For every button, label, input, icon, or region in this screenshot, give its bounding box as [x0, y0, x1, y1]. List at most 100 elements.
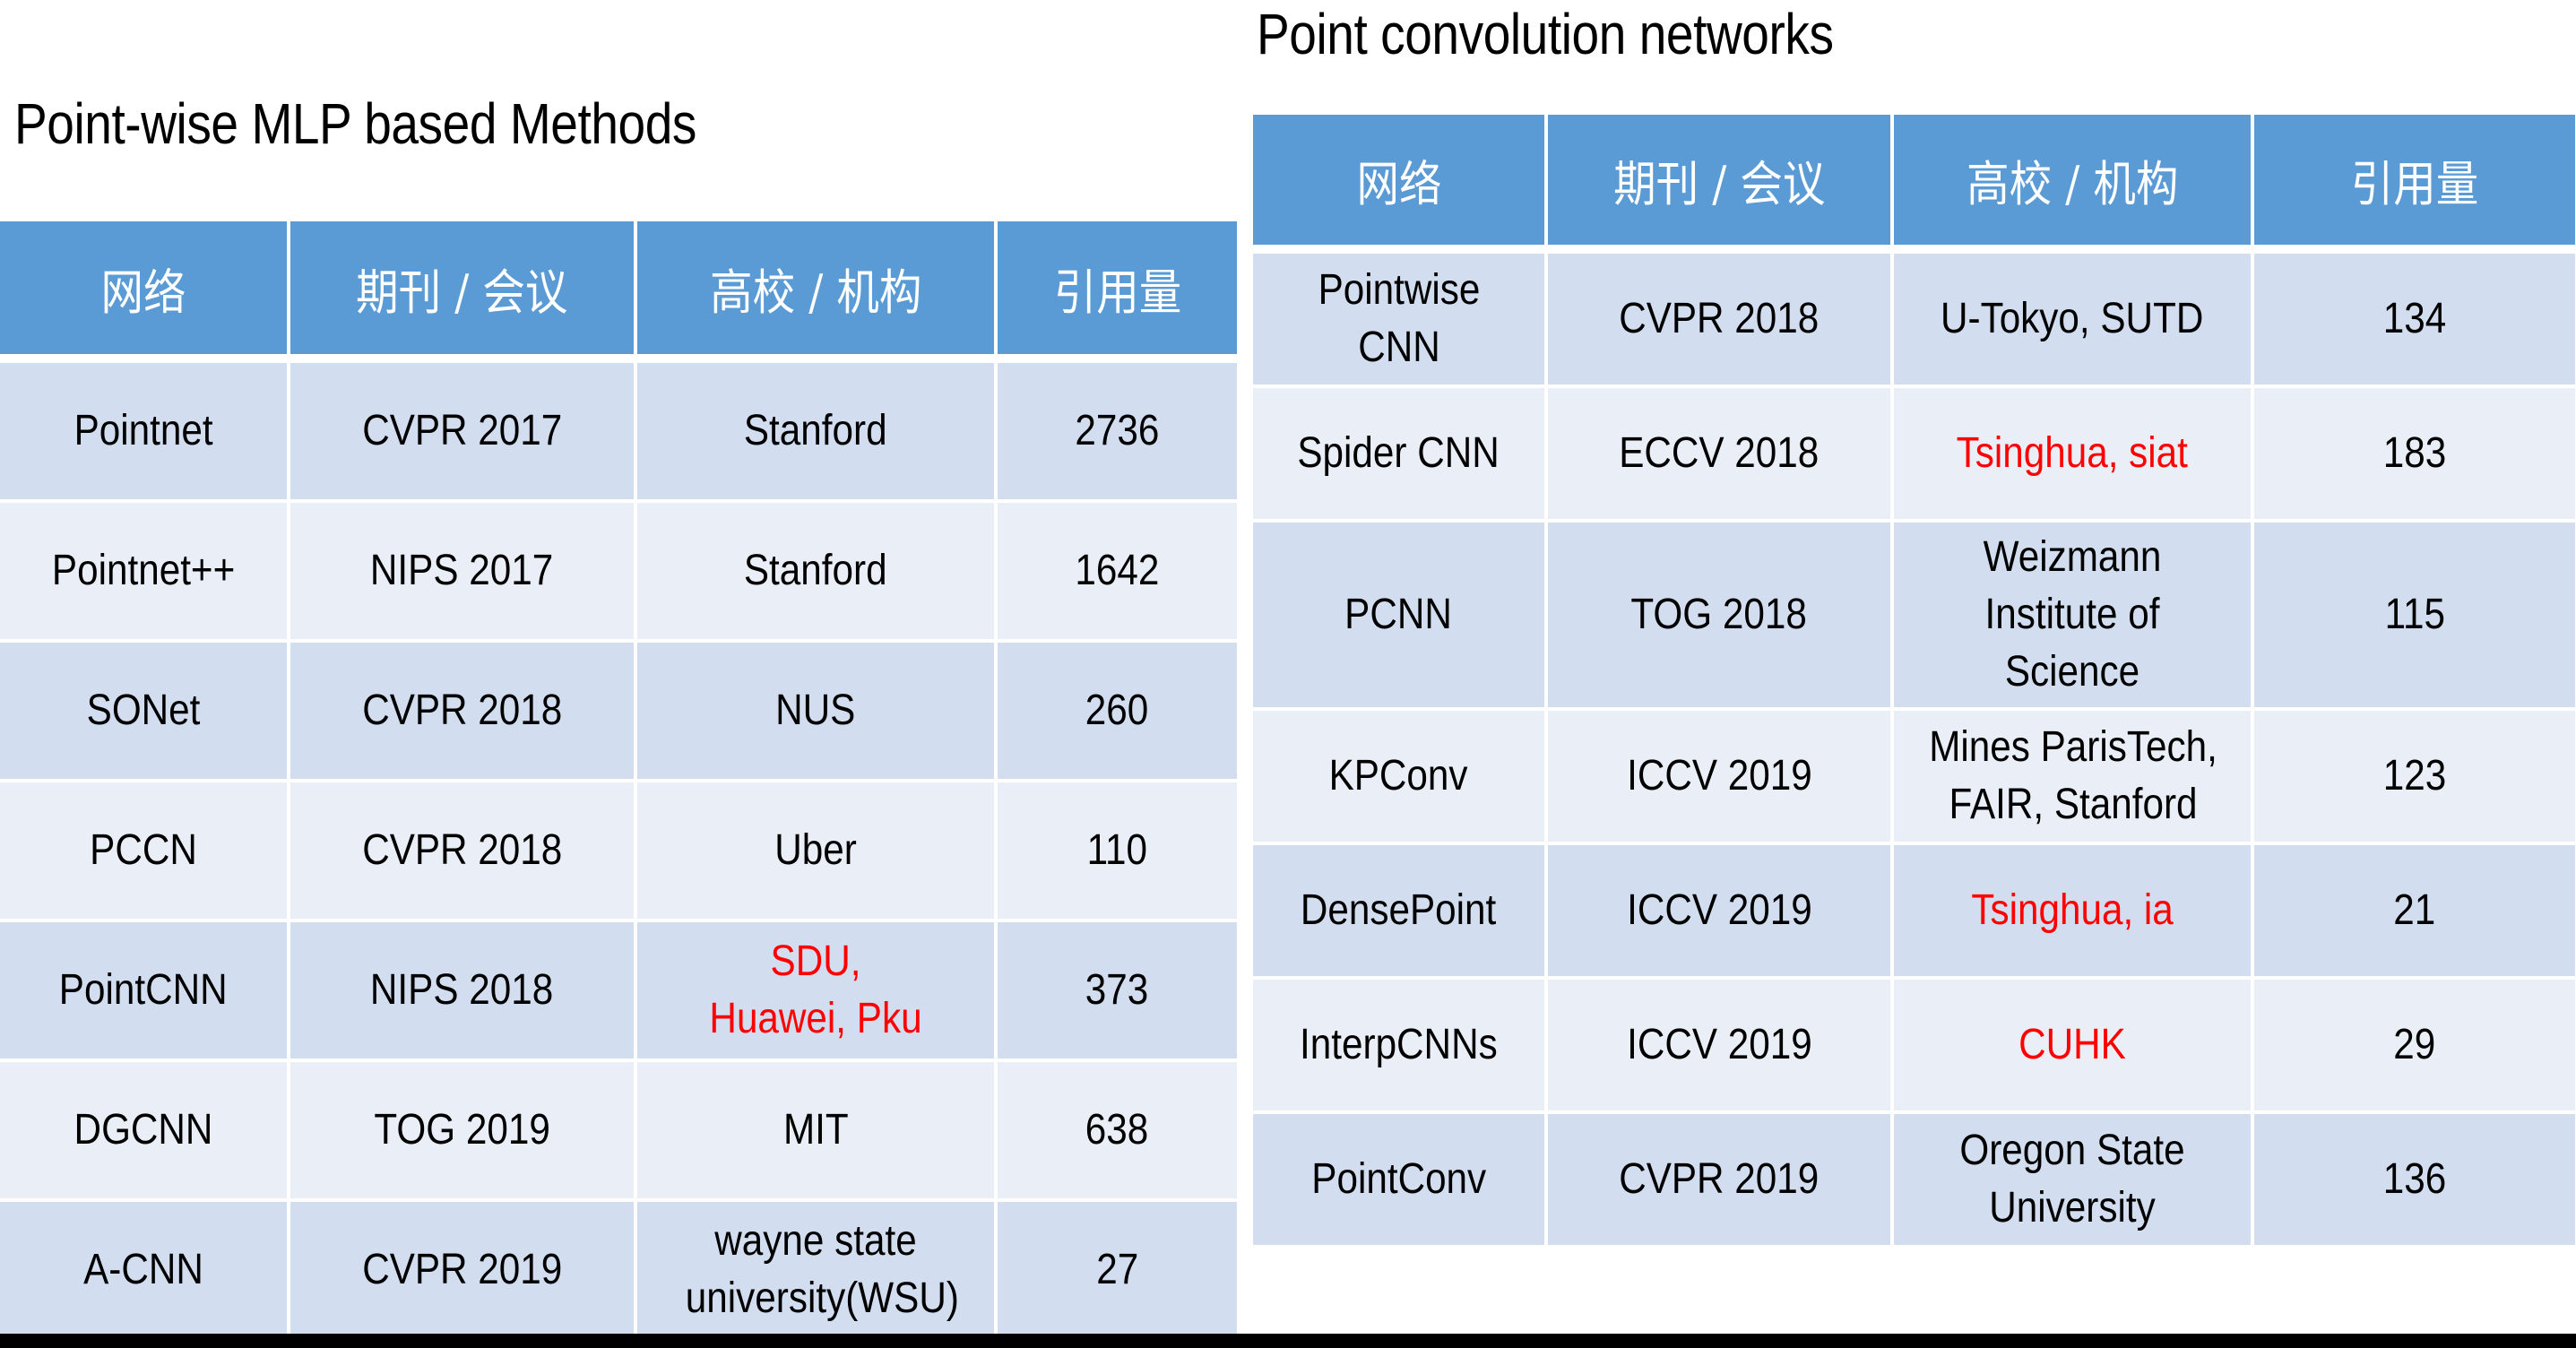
institution: wayne state university(WSU)	[685, 1217, 959, 1322]
cell-venue: CVPR 2019	[290, 1202, 637, 1342]
institution: NUS	[775, 687, 856, 734]
institution: Uber	[774, 826, 857, 874]
network-name: Pointwise CNN	[1318, 266, 1480, 371]
header-citations: 引用量	[2254, 115, 2575, 254]
cell-citations: 136	[2254, 1114, 2575, 1249]
table-row: PointConv CVPR 2019 Oregon State Univers…	[1253, 1114, 2575, 1249]
header-venue: 期刊 / 会议	[1548, 115, 1894, 254]
cell-network: SONet	[0, 643, 290, 782]
left-section-title: Point-wise MLP based Methods	[14, 91, 696, 156]
cell-citations: 260	[998, 643, 1237, 782]
cell-institution: NUS	[637, 643, 998, 782]
cell-network: Pointwise CNN	[1253, 254, 1548, 388]
bottom-black-bar	[0, 1334, 2576, 1348]
network-name: SONet	[86, 687, 201, 734]
venue: CVPR 2019	[1619, 1155, 1820, 1203]
citation-count: 638	[1085, 1106, 1149, 1154]
venue: NIPS 2017	[370, 547, 554, 594]
header-institution: 高校 / 机构	[1894, 115, 2254, 254]
cell-venue: TOG 2018	[1548, 523, 1894, 711]
network-name: DGCNN	[73, 1106, 213, 1154]
header-network: 网络	[1253, 115, 1548, 254]
citation-count: 115	[2384, 591, 2445, 638]
cell-institution: Stanford	[637, 363, 998, 503]
cell-institution: Uber	[637, 782, 998, 922]
header-network: 网络	[0, 221, 290, 363]
cell-venue: CVPR 2017	[290, 363, 637, 503]
institution: Stanford	[744, 547, 887, 594]
cell-institution: CUHK	[1894, 980, 2254, 1114]
table-row: InterpCNNs ICCV 2019 CUHK 29	[1253, 980, 2575, 1114]
cell-network: Pointnet	[0, 363, 290, 503]
right-section-title: Point convolution networks	[1257, 2, 1834, 66]
header-label: 期刊 / 会议	[356, 264, 568, 321]
citation-count: 134	[2382, 295, 2447, 342]
cell-venue: CVPR 2018	[290, 782, 637, 922]
cell-network: InterpCNNs	[1253, 980, 1548, 1114]
point-wise-mlp-table: 网络 期刊 / 会议 高校 / 机构 引用量 Pointnet CVPR 201…	[0, 221, 1237, 1342]
header-label: 网络	[100, 264, 186, 321]
citation-count: 1642	[1075, 547, 1160, 594]
cell-network: KPConv	[1253, 711, 1548, 845]
cell-network: PCCN	[0, 782, 290, 922]
cell-citations: 373	[998, 922, 1237, 1062]
network-name: KPConv	[1329, 752, 1468, 799]
cell-network: Pointnet++	[0, 503, 290, 643]
cell-network: A-CNN	[0, 1202, 290, 1342]
network-name: PointCNN	[59, 966, 228, 1014]
table-row: DGCNN TOG 2019 MIT 638	[0, 1062, 1237, 1202]
venue: TOG 2019	[374, 1106, 550, 1154]
citation-count: 183	[2382, 429, 2447, 477]
network-name: PCNN	[1344, 591, 1453, 638]
venue: CVPR 2019	[361, 1246, 563, 1293]
table-row: DensePoint ICCV 2019 Tsinghua, ia 21	[1253, 845, 2575, 980]
header-institution: 高校 / 机构	[637, 221, 998, 363]
institution: Weizmann Institute of Science	[1983, 533, 2162, 696]
cell-citations: 134	[2254, 254, 2575, 388]
table-row: Pointnet++ NIPS 2017 Stanford 1642	[0, 503, 1237, 643]
venue: ICCV 2019	[1626, 1021, 1812, 1068]
network-name: Spider CNN	[1297, 429, 1500, 477]
institution: Oregon State University	[1959, 1127, 2185, 1231]
cell-venue: NIPS 2017	[290, 503, 637, 643]
network-name: PCCN	[90, 826, 197, 874]
cell-citations: 115	[2254, 523, 2575, 711]
table-row: PointCNN NIPS 2018 SDU, Huawei, Pku 373	[0, 922, 1237, 1062]
venue: CVPR 2018	[361, 826, 563, 874]
cell-citations: 183	[2254, 388, 2575, 523]
cell-network: Spider CNN	[1253, 388, 1548, 523]
cell-venue: ICCV 2019	[1548, 845, 1894, 980]
venue: TOG 2018	[1630, 591, 1808, 638]
table-header-row: 网络 期刊 / 会议 高校 / 机构 引用量	[1253, 115, 2575, 254]
cell-venue: ECCV 2018	[1548, 388, 1894, 523]
venue: CVPR 2017	[361, 407, 563, 454]
header-label: 网络	[1355, 156, 1442, 212]
header-label: 高校 / 机构	[1966, 156, 2179, 212]
header-label: 引用量	[1053, 264, 1181, 321]
citation-count: 110	[1086, 826, 1148, 874]
table-row: PCCN CVPR 2018 Uber 110	[0, 782, 1237, 922]
cell-institution: MIT	[637, 1062, 998, 1202]
table-row: Pointwise CNN CVPR 2018 U-Tokyo, SUTD 13…	[1253, 254, 2575, 388]
citation-count: 373	[1085, 966, 1149, 1014]
citation-count: 29	[2393, 1021, 2436, 1068]
header-citations: 引用量	[998, 221, 1237, 363]
cell-citations: 1642	[998, 503, 1237, 643]
institution-highlighted: Tsinghua, siat	[1956, 429, 2189, 477]
cell-institution: Tsinghua, siat	[1894, 388, 2254, 523]
point-convolution-table: 网络 期刊 / 会议 高校 / 机构 引用量 Pointwise CNN CVP…	[1253, 115, 2575, 1249]
citation-count: 2736	[1075, 407, 1160, 454]
cell-institution: Stanford	[637, 503, 998, 643]
header-label: 引用量	[2350, 156, 2479, 212]
table-row: A-CNN CVPR 2019 wayne state university(W…	[0, 1202, 1237, 1342]
network-name: Pointnet++	[51, 547, 236, 594]
institution: Stanford	[744, 407, 887, 454]
table-row: Spider CNN ECCV 2018 Tsinghua, siat 183	[1253, 388, 2575, 523]
cell-venue: TOG 2019	[290, 1062, 637, 1202]
cell-citations: 123	[2254, 711, 2575, 845]
header-venue: 期刊 / 会议	[290, 221, 637, 363]
cell-institution: SDU, Huawei, Pku	[637, 922, 998, 1062]
cell-institution: wayne state university(WSU)	[637, 1202, 998, 1342]
citation-count: 260	[1085, 687, 1149, 734]
cell-citations: 27	[998, 1202, 1237, 1342]
